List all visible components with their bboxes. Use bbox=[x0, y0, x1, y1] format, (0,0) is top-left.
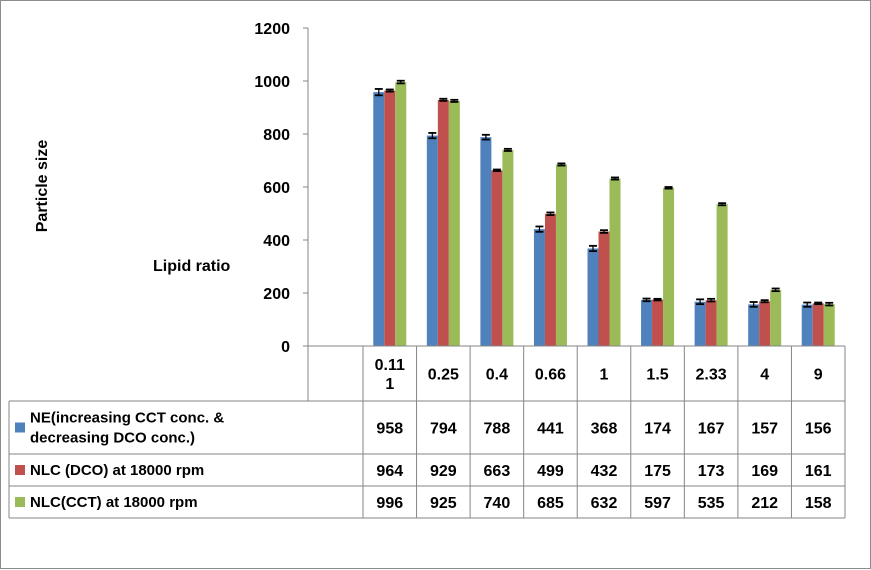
y-tick-label: 200 bbox=[263, 286, 290, 303]
bar bbox=[533, 229, 545, 346]
data-table: 0.11 1 0.25 0.4 0.66 1 1.5 2.33 4 9 NE(increasing … bbox=[8, 345, 846, 519]
data-cell: 158 bbox=[805, 495, 832, 512]
data-cell: 597 bbox=[644, 495, 671, 512]
category-label: 1 bbox=[600, 367, 609, 384]
data-cell: 794 bbox=[430, 421, 457, 438]
data-cell: 964 bbox=[376, 463, 403, 480]
data-cell: 441 bbox=[537, 421, 564, 438]
bar bbox=[652, 299, 664, 346]
data-cell: 161 bbox=[805, 463, 832, 480]
bar bbox=[598, 231, 610, 346]
bar bbox=[716, 204, 728, 346]
category-label: 0.11 1 bbox=[375, 357, 405, 393]
bar bbox=[759, 301, 771, 346]
bar bbox=[587, 248, 599, 346]
data-cell: 499 bbox=[537, 463, 564, 480]
bar bbox=[555, 164, 567, 346]
data-cell: 175 bbox=[644, 463, 671, 480]
bar bbox=[395, 82, 407, 346]
bar bbox=[694, 301, 706, 346]
legend-label: NLC(CCT) at 18000 rpm bbox=[30, 494, 198, 511]
bar bbox=[705, 300, 717, 346]
bar bbox=[544, 213, 556, 346]
bar bbox=[609, 178, 621, 346]
data-cell: 174 bbox=[644, 421, 671, 438]
y-tick-label: 600 bbox=[263, 180, 290, 197]
bar bbox=[663, 187, 675, 346]
data-cell: 740 bbox=[484, 495, 511, 512]
y-axis-title-group: Particle size bbox=[34, 140, 51, 233]
data-cell: 958 bbox=[376, 421, 403, 438]
data-cell: 685 bbox=[537, 495, 564, 512]
bar bbox=[770, 289, 782, 346]
y-axis-title: Particle size bbox=[34, 140, 51, 233]
category-label: 0.66 bbox=[535, 367, 566, 384]
data-cell: 167 bbox=[698, 421, 725, 438]
y-axis: 0 200 400 600 800 1000 1200 bbox=[254, 21, 309, 356]
bar bbox=[448, 100, 460, 346]
y-tick-label: 800 bbox=[263, 127, 290, 144]
data-cell: 368 bbox=[591, 421, 618, 438]
data-cell: 663 bbox=[484, 463, 511, 480]
y-tick-label: 400 bbox=[263, 233, 290, 250]
bar bbox=[641, 299, 653, 346]
bars bbox=[373, 79, 835, 346]
legend-swatch bbox=[15, 465, 25, 475]
legend-label: NE(increasing CCT conc. & decreasing DCO … bbox=[30, 410, 224, 447]
data-cell: 632 bbox=[591, 495, 618, 512]
bar bbox=[426, 135, 438, 346]
data-cell: 788 bbox=[484, 421, 511, 438]
category-label: 0.4 bbox=[486, 367, 508, 384]
x-axis-title: Lipid ratio bbox=[153, 258, 231, 275]
data-cell: 169 bbox=[751, 463, 778, 480]
bar bbox=[437, 99, 449, 346]
bar bbox=[373, 92, 385, 346]
bar bbox=[502, 149, 514, 346]
data-cell: 925 bbox=[430, 495, 457, 512]
category-label: 0.25 bbox=[428, 367, 459, 384]
bar bbox=[748, 304, 760, 346]
bar bbox=[801, 304, 813, 346]
bar bbox=[812, 303, 824, 346]
legend-label: NLC (DCO) at 18000 rpm bbox=[30, 462, 204, 479]
legend-swatch bbox=[15, 497, 25, 507]
y-tick-label: 0 bbox=[281, 339, 290, 356]
category-label: 9 bbox=[814, 367, 823, 384]
data-cell: 929 bbox=[430, 463, 457, 480]
category-label: 2.33 bbox=[696, 367, 727, 384]
data-cell: 156 bbox=[805, 421, 832, 438]
data-cell: 173 bbox=[698, 463, 725, 480]
data-cell: 996 bbox=[376, 495, 403, 512]
data-cell: 535 bbox=[698, 495, 725, 512]
bar bbox=[823, 304, 835, 346]
y-tick-label: 1200 bbox=[254, 21, 290, 38]
category-label: 1.5 bbox=[646, 367, 668, 384]
category-label: 4 bbox=[760, 367, 769, 384]
data-cell: 157 bbox=[751, 421, 778, 438]
bar bbox=[384, 90, 396, 346]
bar bbox=[491, 170, 503, 346]
data-cell: 212 bbox=[751, 495, 778, 512]
legend-swatch bbox=[15, 422, 25, 433]
y-tick-label: 1000 bbox=[254, 74, 290, 91]
data-cell: 432 bbox=[591, 463, 618, 480]
bar bbox=[480, 137, 492, 346]
